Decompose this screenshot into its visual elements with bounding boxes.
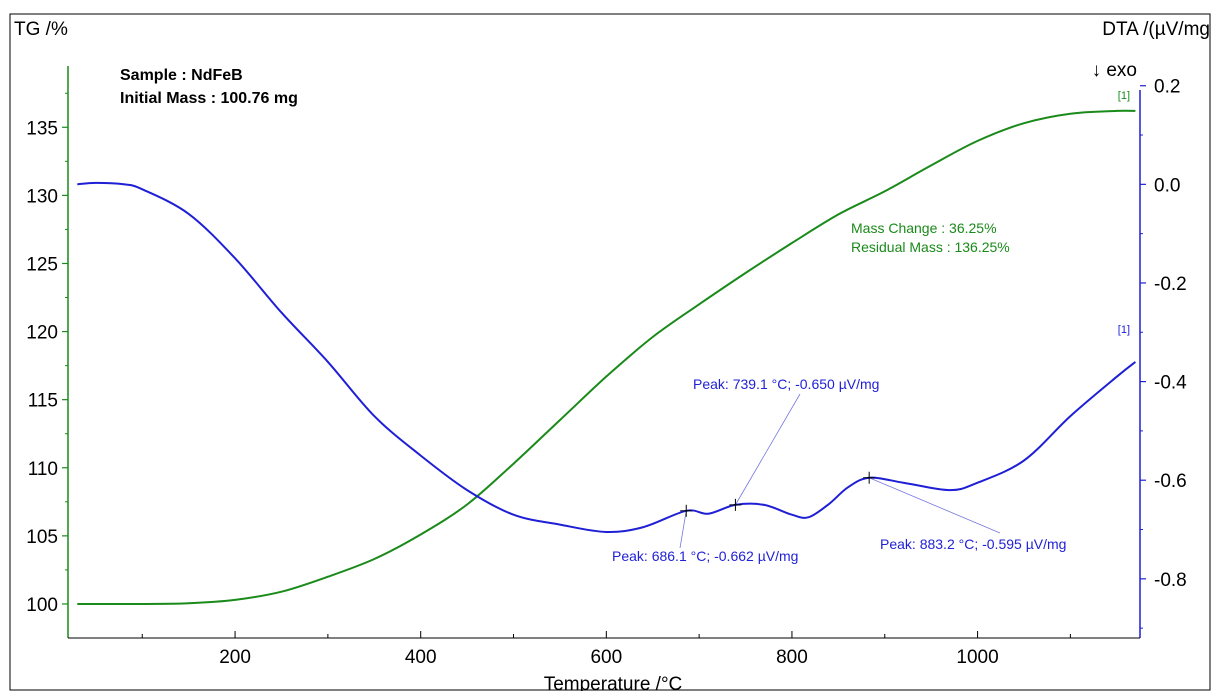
x-tick-label: 400 — [405, 647, 437, 668]
left-tick-label: 110 — [28, 459, 58, 480]
x-tick-label: 600 — [590, 647, 622, 668]
left-tick-label: 120 — [26, 323, 58, 344]
tg-curve-line — [77, 109, 1136, 606]
right-tick-label: -0.8 — [1154, 570, 1187, 591]
tg-curve-tag: [1] — [1118, 90, 1130, 102]
left-tick-label: 100 — [26, 595, 58, 616]
left-tick-label: 130 — [26, 186, 58, 207]
right-tick-label: -0.6 — [1154, 471, 1187, 492]
left-tick-label: 105 — [26, 527, 58, 548]
right-axis-title: DTA /(µV/mg — [1102, 19, 1210, 40]
initial-mass: Initial Mass : 100.76 mg — [120, 90, 298, 107]
x-tick-label: 800 — [776, 647, 808, 668]
peak-leader-line — [869, 477, 1001, 534]
peak-leader-line — [735, 393, 801, 506]
right-tick-label: 0.2 — [1154, 77, 1180, 98]
left-tick-label: 125 — [26, 254, 58, 275]
x-tick-label: 200 — [219, 647, 251, 668]
peak-leader-line — [679, 510, 687, 549]
sample-name: Sample : NdFeB — [120, 67, 243, 84]
left-tick-label: 115 — [28, 391, 58, 412]
exo-label: ↓ exo — [1092, 60, 1137, 81]
x-tick-label: 1000 — [956, 647, 998, 668]
peak-label-739: Peak: 739.1 °C; -0.650 µV/mg — [693, 376, 879, 392]
residual-mass-label: Residual Mass : 136.25% — [851, 239, 1010, 255]
x-axis-title: Temperature /°C — [544, 674, 683, 691]
right-tick-label: 0.0 — [1154, 175, 1180, 196]
dta-curve-line — [77, 181, 1137, 534]
left-axis-title: TG /% — [14, 19, 68, 40]
right-tick-label: -0.2 — [1154, 274, 1187, 295]
plot-frame — [9, 13, 1211, 691]
peak-label-883: Peak: 883.2 °C; -0.595 µV/mg — [880, 536, 1066, 552]
right-tick-label: -0.4 — [1154, 373, 1187, 394]
dta-curve-tag: [1] — [1118, 324, 1130, 336]
mass-change-label: Mass Change : 36.25% — [851, 220, 997, 236]
peak-label-686: Peak: 686.1 °C; -0.662 µV/mg — [612, 548, 798, 564]
left-tick-label: 135 — [26, 118, 58, 139]
